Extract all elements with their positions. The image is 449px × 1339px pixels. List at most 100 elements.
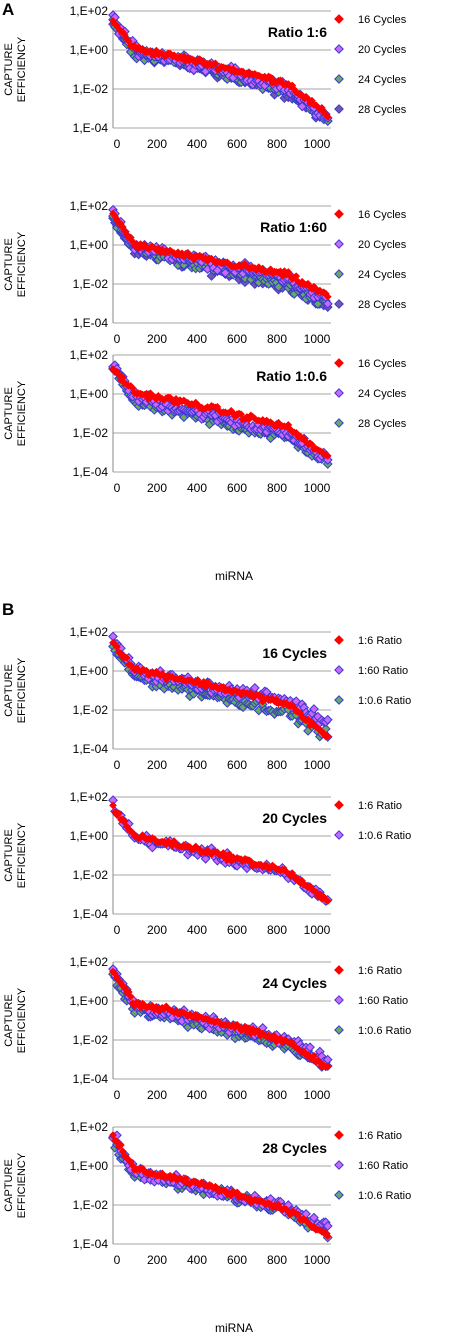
legend-label: 1:6 Ratio: [358, 965, 402, 977]
x-tick-label: 1000: [304, 923, 331, 937]
x-tick-label: 400: [187, 1088, 207, 1102]
chart-4: 1,E+02 1,E+00 1,E-02 1,E-04 0 200 400 600 800 100…: [3, 625, 411, 772]
legend-label: 1:0.6 Ratio: [358, 1025, 411, 1037]
x-tick-label: 800: [267, 1088, 287, 1102]
y-tick-label: 1,E+00: [70, 43, 109, 57]
legend-marker: [334, 74, 344, 84]
data-point: [126, 992, 135, 1001]
legend-label: 20 Cycles: [358, 44, 407, 56]
legend-marker: [334, 14, 344, 24]
legend-marker: [334, 695, 344, 705]
x-tick-label: 1000: [304, 758, 331, 772]
legend-label: 24 Cycles: [358, 388, 407, 400]
chart-title: Ratio 1:6: [268, 24, 327, 40]
series-1: [109, 209, 332, 301]
y-axis-title: CAPTURE: [3, 994, 15, 1047]
y-tick-label: 1,E-04: [73, 316, 109, 330]
y-axis-title: CAPTURE: [3, 1159, 15, 1212]
y-tick-label: 1,E+02: [70, 4, 109, 18]
series-1: [109, 365, 332, 460]
legend-label: 24 Cycles: [358, 269, 407, 281]
legend-marker: [334, 104, 344, 114]
x-tick-label: 400: [187, 758, 207, 772]
charts-layer: 1,E+02 1,E+00 1,E-02 1,E-04 0 200 400 600 800 100…: [3, 4, 411, 1267]
points: [108, 204, 333, 313]
x-tick-label: 600: [227, 1088, 247, 1102]
y-tick-label: 1,E-02: [73, 868, 109, 882]
x-tick-label: 0: [114, 332, 121, 346]
x-tick-label: 200: [147, 1088, 167, 1102]
chart-title: 28 Cycles: [262, 1140, 327, 1156]
y-axis-title: CAPTURE: [3, 664, 15, 717]
y-tick-label: 1,E-02: [73, 82, 109, 96]
y-axis-title: EFFICIENCY: [16, 822, 28, 888]
x-tick-label: 600: [227, 758, 247, 772]
chart-5: 1,E+02 1,E+00 1,E-02 1,E-04 0 200 400 600 800 100…: [3, 790, 411, 937]
x-tick-label: 800: [267, 332, 287, 346]
x-tick-label: 0: [114, 758, 121, 772]
x-tick-label: 400: [187, 332, 207, 346]
data-point: [122, 653, 131, 662]
y-tick-label: 1,E+02: [70, 199, 109, 213]
legend-label: 1:6 Ratio: [358, 800, 402, 812]
chart-2: 1,E+02 1,E+00 1,E-02 1,E-04 0 200 400 600 800 100…: [3, 199, 407, 346]
points: [108, 964, 333, 1072]
x-tick-label: 600: [227, 923, 247, 937]
legend-label: 24 Cycles: [358, 74, 407, 86]
chart-6: 1,E+02 1,E+00 1,E-02 1,E-04 0 200 400 600 800 100…: [3, 955, 411, 1102]
y-axis-title: CAPTURE: [3, 238, 15, 291]
y-tick-label: 1,E-04: [73, 907, 109, 921]
legend-marker: [334, 239, 344, 249]
data-point: [323, 732, 332, 741]
legend: 16 Cycles 24 Cycles 28 Cycles: [334, 358, 407, 430]
chart-3: 1,E+02 1,E+00 1,E-02 1,E-04 0 200 400 600 800 100…: [3, 348, 407, 495]
chart-title: Ratio 1:60: [260, 219, 327, 235]
y-axis-title: EFFICIENCY: [16, 36, 28, 102]
data-point: [322, 714, 333, 725]
chart-1: 1,E+02 1,E+00 1,E-02 1,E-04 0 200 400 600 800 100…: [3, 4, 407, 151]
legend-marker: [334, 299, 344, 309]
y-tick-label: 1,E-02: [73, 426, 109, 440]
data-point: [220, 267, 231, 278]
y-axis-title: EFFICIENCY: [16, 380, 28, 446]
data-point: [323, 1232, 332, 1241]
y-tick-label: 1,E+00: [70, 238, 109, 252]
y-tick-label: 1,E-02: [73, 277, 109, 291]
x-tick-label: 1000: [304, 332, 331, 346]
x-tick-label: 200: [147, 332, 167, 346]
series-1: [109, 638, 332, 741]
legend-marker: [334, 388, 344, 398]
y-axis-title: EFFICIENCY: [16, 231, 28, 297]
y-tick-label: 1,E-02: [73, 1198, 109, 1212]
legend-label: 20 Cycles: [358, 239, 407, 251]
data-point: [309, 704, 319, 714]
x-tick-label: 800: [267, 923, 287, 937]
x-tick-label: 200: [147, 481, 167, 495]
y-tick-label: 1,E+02: [70, 790, 109, 804]
legend-label: 28 Cycles: [358, 299, 407, 311]
data-point: [323, 292, 332, 301]
legend: 1:6 Ratio 1:60 Ratio 1:0.6 Ratio: [334, 965, 411, 1037]
x-tick-label: 600: [227, 137, 247, 151]
data-point: [323, 451, 332, 460]
x-tick-label: 0: [114, 481, 121, 495]
chart-title: 16 Cycles: [262, 645, 327, 661]
legend-label: 1:60 Ratio: [358, 995, 408, 1007]
data-point: [323, 1062, 332, 1071]
data-point: [114, 809, 123, 818]
points: [108, 10, 333, 127]
x-tick-label: 800: [267, 137, 287, 151]
legend: 1:6 Ratio 1:60 Ratio 1:0.6 Ratio: [334, 635, 411, 707]
y-tick-label: 1,E-04: [73, 465, 109, 479]
legend-marker: [334, 800, 344, 810]
series-1: [109, 967, 332, 1071]
y-tick-label: 1,E-04: [73, 121, 109, 135]
y-axis-title: CAPTURE: [3, 43, 15, 96]
data-point: [118, 373, 127, 382]
points: [108, 360, 333, 469]
legend-label: 1:60 Ratio: [358, 665, 408, 677]
legend-marker: [334, 1190, 344, 1200]
legend-marker: [334, 635, 344, 645]
x-tick-label: 0: [114, 1253, 121, 1267]
legend-label: 1:60 Ratio: [358, 1160, 408, 1172]
